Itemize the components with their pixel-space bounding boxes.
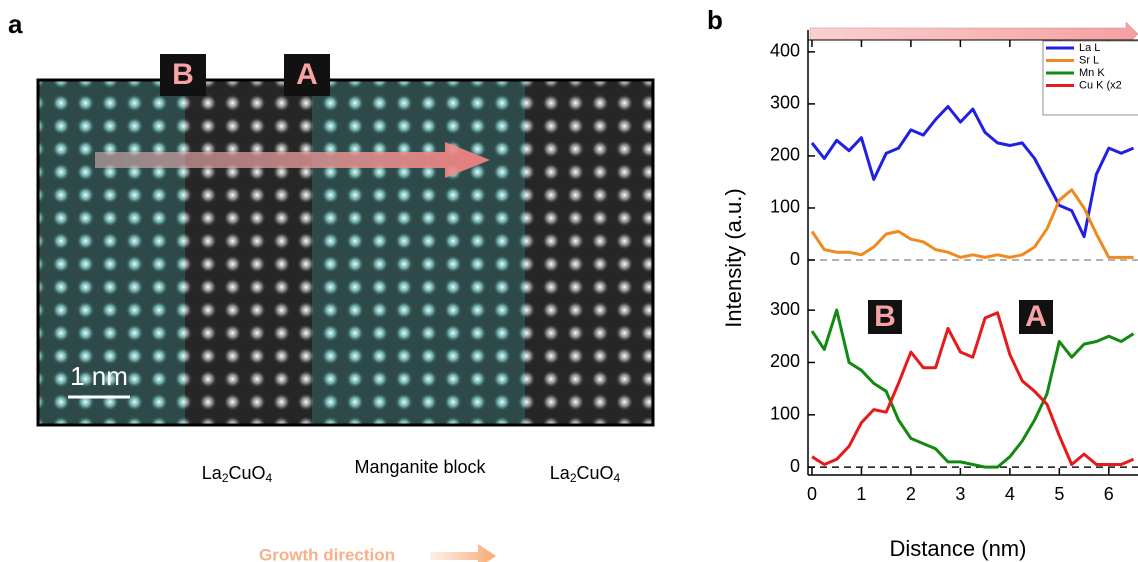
interface-marker: A bbox=[296, 58, 318, 91]
growth-direction-label: Growth direction bbox=[259, 545, 395, 562]
series-line bbox=[810, 188, 1134, 259]
x-tick-label: 2 bbox=[906, 484, 916, 504]
interface-marker: A bbox=[1025, 300, 1047, 333]
legend-label: Mn K bbox=[1079, 67, 1105, 79]
y-tick-label: 100 bbox=[770, 197, 800, 217]
y-tick-label: 0 bbox=[790, 249, 800, 269]
y-tick-label: 300 bbox=[770, 299, 800, 319]
y-tick-label: 300 bbox=[770, 93, 800, 113]
x-tick-label: 3 bbox=[955, 484, 965, 504]
y-axis-title: Intensity (a.u.) bbox=[721, 188, 746, 327]
growth-arrow bbox=[430, 544, 496, 562]
scale-bar-label: 1 nm bbox=[70, 361, 128, 391]
legend-label: La L bbox=[1079, 42, 1100, 54]
region-label: Manganite block bbox=[354, 457, 486, 477]
y-tick-label: 200 bbox=[770, 145, 800, 165]
interface-marker: B bbox=[172, 58, 194, 91]
series-line bbox=[810, 308, 1135, 469]
x-tick-label: 5 bbox=[1054, 484, 1064, 504]
region-label: La2CuO4 bbox=[550, 463, 621, 485]
panel-label: b bbox=[707, 5, 723, 35]
x-tick-label: 1 bbox=[856, 484, 866, 504]
y-tick-label: 400 bbox=[770, 41, 800, 61]
legend-label: Sr L bbox=[1079, 54, 1099, 66]
y-tick-label: 200 bbox=[770, 351, 800, 371]
x-tick-label: 4 bbox=[1005, 484, 1015, 504]
y-tick-label: 100 bbox=[770, 404, 800, 424]
region-label: La2CuO4 bbox=[202, 463, 273, 485]
x-axis-title: Distance (nm) bbox=[890, 536, 1027, 561]
x-tick-label: 0 bbox=[807, 484, 817, 504]
series-line bbox=[811, 311, 1135, 466]
y-tick-label: 0 bbox=[790, 456, 800, 476]
series-line bbox=[810, 105, 1135, 239]
legend-label: Cu K (x2 bbox=[1079, 79, 1122, 91]
panel-label: a bbox=[8, 9, 23, 39]
stem-image bbox=[36, 78, 655, 427]
x-tick-label: 6 bbox=[1104, 484, 1114, 504]
interface-marker: B bbox=[874, 300, 896, 333]
